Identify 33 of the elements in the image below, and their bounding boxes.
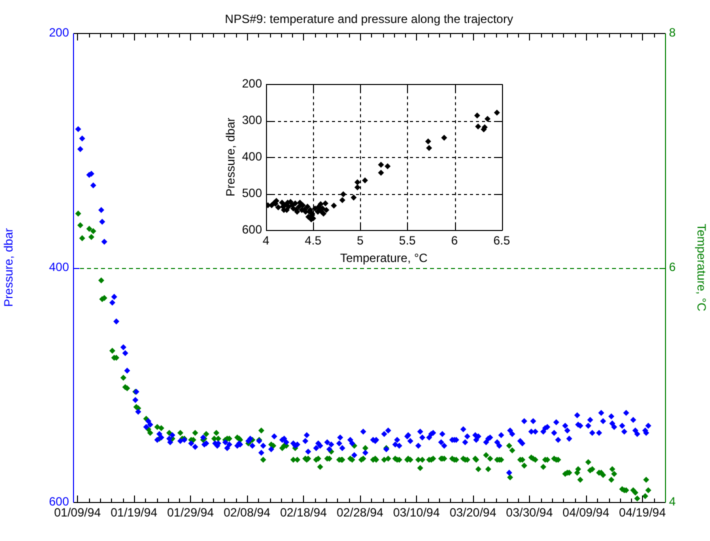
- x-axis-title: Temperature, °C: [340, 251, 428, 266]
- y-tick-label: 600: [242, 222, 262, 236]
- y-tick-label: 200: [242, 76, 262, 91]
- x-tick-label: 01/19/94: [110, 506, 158, 520]
- y2-tick-label: 6: [669, 260, 676, 274]
- y-axis-title: Pressure, dbar: [224, 118, 238, 196]
- y-tick-label: 400: [242, 149, 262, 164]
- x-tick-label: 02/18/94: [280, 506, 328, 520]
- y2-tick-label: 4: [669, 494, 676, 508]
- x-tick-label: 04/09/94: [562, 506, 610, 520]
- x-tick-label: 5: [356, 234, 364, 248]
- x-tick-label: 02/28/94: [336, 506, 384, 520]
- x-tick-label: 03/10/94: [393, 506, 440, 520]
- y2-tick-label: 8: [669, 25, 676, 40]
- x-tick-label: 01/09/94: [54, 506, 102, 520]
- y-tick-label: 600: [48, 494, 70, 508]
- y-tick-label: 200: [48, 25, 70, 40]
- y-axis-title: Pressure, dbar: [2, 228, 16, 307]
- x-tick-label: 4.5: [304, 234, 322, 248]
- x-tick-label: 03/20/94: [450, 506, 497, 520]
- x-tick-label: 5.5: [399, 234, 416, 248]
- x-tick-label: 6: [451, 234, 458, 248]
- y-tick-label: 500: [242, 186, 262, 200]
- x-tick-label: 6.5: [493, 234, 510, 248]
- chart-title: NPS#9: temperature and pressure along the trajectory: [224, 12, 514, 26]
- y2-axis-title: Temperature, °C: [694, 224, 708, 312]
- x-tick-label: 4: [262, 234, 270, 248]
- x-tick-label: 03/30/94: [506, 506, 554, 520]
- x-tick-label: 04/19/94: [619, 506, 666, 520]
- x-tick-label: 01/29/94: [167, 506, 214, 520]
- y-tick-label: 400: [48, 260, 70, 274]
- y-tick-label: 300: [242, 112, 262, 127]
- x-tick-label: 02/08/94: [224, 506, 271, 520]
